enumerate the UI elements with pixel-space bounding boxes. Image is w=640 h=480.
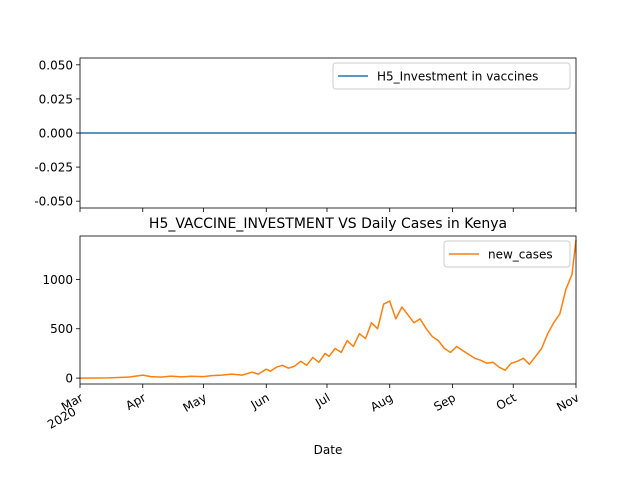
top-legend: H5_Investment in vaccines — [332, 62, 571, 90]
bottom-subplot: H5_VACCINE_INVESTMENT VS Daily Cases in … — [42, 216, 581, 457]
bottom-legend-label: new_cases — [488, 248, 553, 262]
top-x-ticks — [79, 208, 577, 212]
top-plot-frame — [79, 57, 577, 209]
bottom-y-ticks: 0 500 1000 — [42, 273, 80, 386]
series-line-new-cases — [79, 239, 577, 379]
bottom-plot-frame — [79, 235, 577, 385]
top-y-ticks: 0.050 0.025 0.000 -0.025 -0.050 — [34, 58, 80, 209]
top-y-tick-label: -0.050 — [34, 195, 73, 209]
top-legend-box — [332, 62, 571, 90]
x-axis-label: Date — [314, 443, 343, 457]
top-y-tick-label: 0.050 — [39, 58, 73, 72]
top-y-tick-label: 0.025 — [39, 92, 73, 106]
bottom-y-tick-label: 500 — [50, 322, 73, 336]
bottom-series-lines — [79, 239, 577, 379]
top-y-tick-label: 0.000 — [39, 127, 73, 141]
top-y-tick-label: -0.025 — [34, 161, 73, 175]
bottom-x-tick-label: Jul — [312, 390, 332, 410]
bottom-y-tick-label: 1000 — [42, 273, 73, 287]
bottom-y-tick-label: 0 — [65, 372, 73, 386]
chart-title: H5_VACCINE_INVESTMENT VS Daily Cases in … — [149, 216, 507, 232]
bottom-legend: new_cases — [443, 240, 571, 268]
top-subplot: 0.050 0.025 0.000 -0.025 -0.050 H5_Investmen… — [34, 57, 577, 212]
bottom-legend-box — [443, 240, 571, 268]
top-legend-label: H5_Investment in vaccines — [377, 70, 538, 84]
